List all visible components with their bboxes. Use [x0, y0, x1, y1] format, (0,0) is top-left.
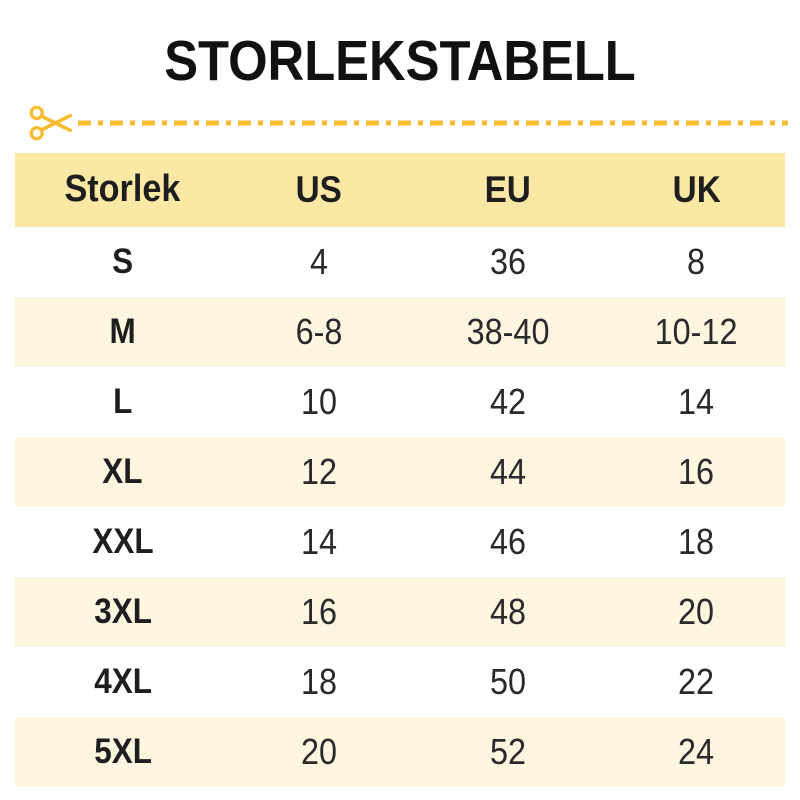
size-cell: S [15, 227, 231, 297]
size-cell: 4XL [15, 647, 231, 717]
us-cell: 6-8 [231, 297, 408, 367]
table-header: Storlek US EU UK [15, 152, 785, 227]
table-row: 5XL 20 52 24 [15, 716, 785, 787]
us-value: 4 [310, 240, 329, 282]
scissors-icon [29, 105, 73, 140]
uk-value: 16 [678, 450, 715, 492]
size-label: L [113, 381, 133, 421]
size-conversion-table: Storlek US EU UK S 4 36 8 M 6-8 38-40 10… [15, 152, 785, 787]
uk-value: 14 [678, 380, 715, 422]
us-cell: 10 [231, 367, 408, 437]
table-row: 4XL 18 50 22 [15, 647, 785, 717]
eu-cell: 36 [408, 227, 608, 297]
size-cell: 5XL [15, 717, 231, 787]
header-us-label: US [296, 168, 343, 210]
header-uk: UK [608, 153, 785, 227]
page-title: STORLEKSTABELL [164, 29, 636, 93]
size-label: S [112, 241, 134, 281]
eu-value: 36 [489, 240, 526, 282]
eu-cell: 38-40 [408, 297, 608, 367]
size-label: XXL [92, 521, 154, 561]
header-eu: EU [408, 153, 608, 227]
eu-cell: 48 [408, 577, 608, 647]
size-label: 4XL [93, 661, 152, 701]
uk-cell: 8 [608, 227, 785, 297]
eu-value: 38-40 [466, 310, 550, 352]
uk-value: 10-12 [654, 310, 738, 352]
header-us: US [231, 153, 408, 227]
uk-value: 20 [678, 590, 715, 632]
uk-value: 8 [687, 240, 706, 282]
size-label: 3XL [93, 591, 152, 631]
table-row: M 6-8 38-40 10-12 [15, 296, 785, 367]
size-cell: XL [15, 437, 231, 507]
table-row: S 4 36 8 [15, 227, 785, 297]
cut-line-divider [28, 101, 788, 145]
header-uk-label: UK [672, 168, 721, 210]
size-cell: M [15, 297, 231, 367]
header-storlek: Storlek [15, 153, 231, 227]
table-body: S 4 36 8 M 6-8 38-40 10-12 L 10 42 14 XL… [15, 227, 785, 787]
size-cell: 3XL [15, 577, 231, 647]
size-label: XL [102, 451, 143, 491]
eu-cell: 50 [408, 647, 608, 717]
us-cell: 14 [231, 507, 408, 577]
dashed-cut-line [78, 120, 788, 126]
table-row: 3XL 16 48 20 [15, 576, 785, 647]
uk-cell: 20 [608, 577, 785, 647]
uk-cell: 14 [608, 367, 785, 437]
uk-cell: 16 [608, 437, 785, 507]
us-value: 20 [301, 730, 338, 772]
header-storlek-label: Storlek [64, 168, 181, 211]
eu-value: 44 [489, 450, 526, 492]
header-eu-label: EU [484, 168, 531, 210]
uk-cell: 22 [608, 647, 785, 717]
eu-value: 50 [489, 660, 526, 702]
us-cell: 16 [231, 577, 408, 647]
us-value: 16 [301, 590, 338, 632]
size-cell: L [15, 367, 231, 437]
us-value: 14 [301, 520, 338, 562]
table-row: XXL 14 46 18 [15, 507, 785, 577]
us-value: 18 [301, 660, 338, 702]
uk-cell: 18 [608, 507, 785, 577]
us-value: 6-8 [295, 310, 343, 352]
uk-cell: 10-12 [608, 297, 785, 367]
eu-cell: 42 [408, 367, 608, 437]
us-value: 10 [301, 380, 338, 422]
us-cell: 18 [231, 647, 408, 717]
header-row: Storlek US EU UK [15, 152, 785, 227]
size-label: M [109, 311, 136, 351]
uk-value: 18 [678, 520, 715, 562]
eu-value: 48 [489, 590, 526, 632]
us-cell: 4 [231, 227, 408, 297]
uk-cell: 24 [608, 717, 785, 787]
us-cell: 20 [231, 717, 408, 787]
eu-cell: 44 [408, 437, 608, 507]
eu-value: 42 [489, 380, 526, 422]
us-value: 12 [301, 450, 338, 492]
eu-value: 52 [489, 730, 526, 772]
us-cell: 12 [231, 437, 408, 507]
uk-value: 22 [678, 660, 715, 702]
eu-cell: 46 [408, 507, 608, 577]
uk-value: 24 [678, 730, 715, 772]
eu-value: 46 [489, 520, 526, 562]
table-row: XL 12 44 16 [15, 436, 785, 507]
size-cell: XXL [15, 507, 231, 577]
eu-cell: 52 [408, 717, 608, 787]
table-row: L 10 42 14 [15, 367, 785, 437]
size-label: 5XL [93, 731, 152, 771]
